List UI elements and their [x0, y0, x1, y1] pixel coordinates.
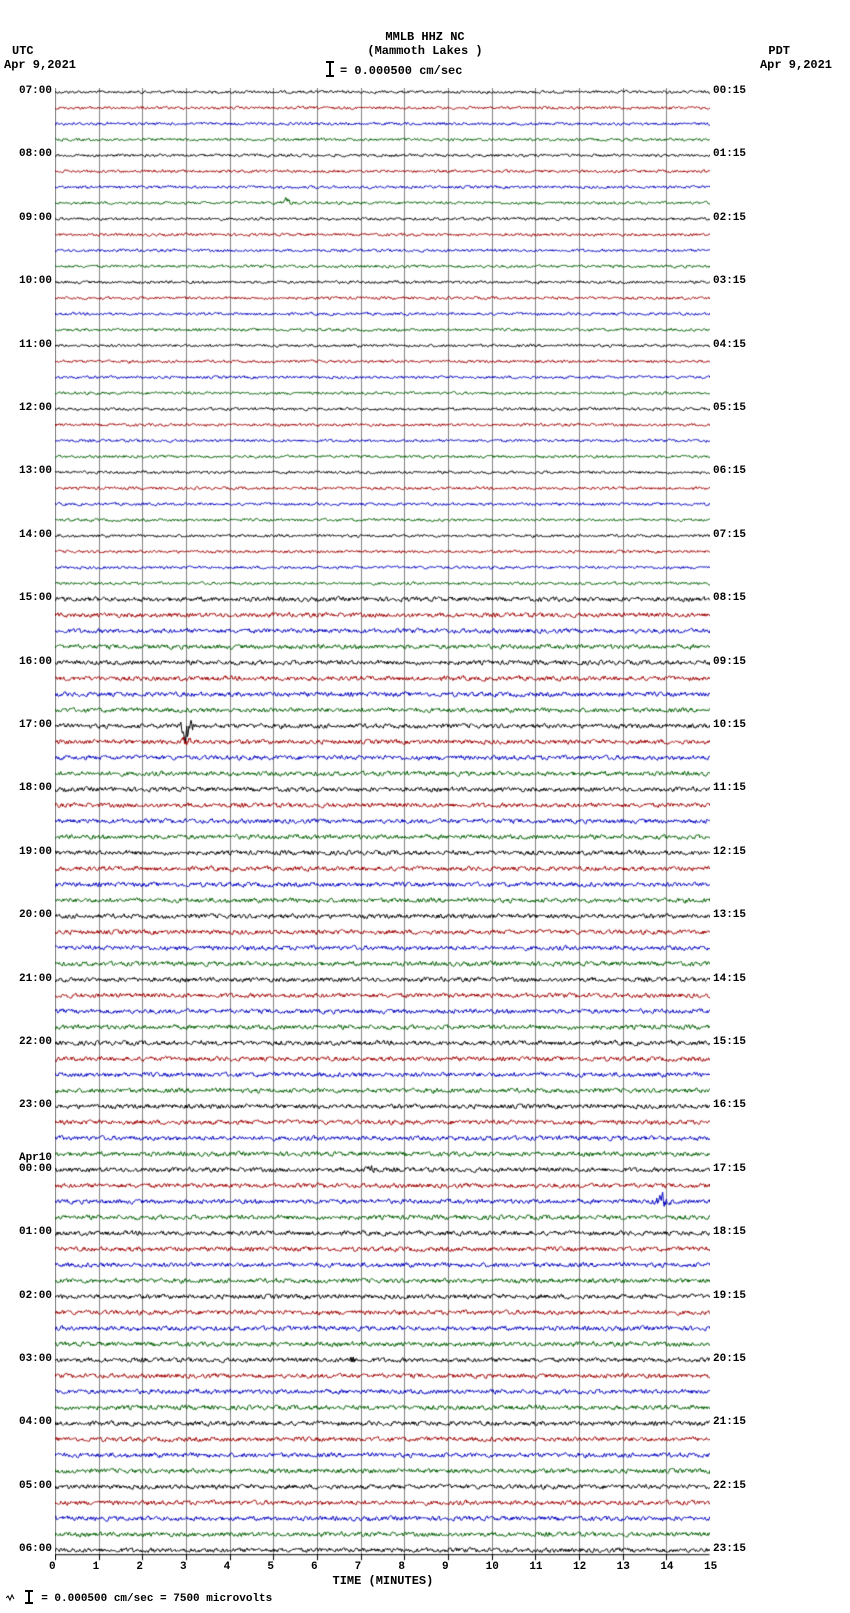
left-time-label: 08:00: [19, 148, 52, 160]
seismogram-plot: [55, 88, 710, 1580]
right-timezone: PDT: [768, 44, 790, 58]
left-time-label: 14:00: [19, 529, 52, 541]
x-tick-label: 4: [224, 1561, 231, 1573]
right-time-label: 13:15: [713, 909, 746, 921]
right-time-label: 09:15: [713, 656, 746, 668]
left-time-label: 03:00: [19, 1353, 52, 1365]
right-time-label: 21:15: [713, 1416, 746, 1428]
left-date: Apr 9,2021: [4, 58, 76, 72]
x-tick-label: 3: [180, 1561, 187, 1573]
right-time-label: 06:15: [713, 465, 746, 477]
left-time-label: 04:00: [19, 1416, 52, 1428]
right-time-label: 05:15: [713, 402, 746, 414]
x-tick-label: 14: [660, 1561, 673, 1573]
left-time-label: 13:00: [19, 465, 52, 477]
left-time-label: 10:00: [19, 275, 52, 287]
right-time-label: 19:15: [713, 1290, 746, 1302]
header-scale-text: = 0.000500 cm/sec: [340, 64, 462, 78]
left-time-label: 02:00: [19, 1290, 52, 1302]
left-time-label: 20:00: [19, 909, 52, 921]
x-tick-label: 8: [398, 1561, 405, 1573]
left-time-label: 23:00: [19, 1099, 52, 1111]
x-tick-label: 9: [442, 1561, 449, 1573]
right-time-label: 14:15: [713, 973, 746, 985]
x-tick-label: 11: [529, 1561, 542, 1573]
x-tick-label: 1: [93, 1561, 100, 1573]
x-tick-label: 2: [136, 1561, 143, 1573]
x-tick-label: 13: [617, 1561, 630, 1573]
right-time-label: 23:15: [713, 1543, 746, 1555]
right-time-label: 15:15: [713, 1036, 746, 1048]
x-tick-label: 12: [573, 1561, 586, 1573]
left-time-label: 11:00: [19, 339, 52, 351]
x-tick-label: 6: [311, 1561, 318, 1573]
right-time-label: 01:15: [713, 148, 746, 160]
seismogram-container: MMLB HHZ NC (Mammoth Lakes ) = 0.000500 …: [0, 0, 850, 1613]
right-time-label: 20:15: [713, 1353, 746, 1365]
x-tick-label: 10: [486, 1561, 499, 1573]
right-time-label: 04:15: [713, 339, 746, 351]
right-time-label: 17:15: [713, 1163, 746, 1175]
left-timezone: UTC: [12, 44, 34, 58]
x-tick-label: 7: [355, 1561, 362, 1573]
station-id: MMLB HHZ NC: [0, 30, 850, 44]
right-time-label: 18:15: [713, 1226, 746, 1238]
right-time-label: 03:15: [713, 275, 746, 287]
left-time-label: 06:00: [19, 1543, 52, 1555]
right-time-label: 08:15: [713, 592, 746, 604]
x-tick-label: 5: [267, 1561, 274, 1573]
right-time-label: 07:15: [713, 529, 746, 541]
left-time-label: 18:00: [19, 782, 52, 794]
x-axis-label: TIME (MINUTES): [333, 1574, 434, 1588]
right-time-label: 12:15: [713, 846, 746, 858]
right-date: Apr 9,2021: [760, 58, 832, 72]
left-time-label: 17:00: [19, 719, 52, 731]
right-time-label: 22:15: [713, 1480, 746, 1492]
left-time-label: 07:00: [19, 85, 52, 97]
footer-scale-text: = 0.000500 cm/sec = 7500 microvolts: [41, 1593, 272, 1605]
left-time-label: 12:00: [19, 402, 52, 414]
right-time-label: 16:15: [713, 1099, 746, 1111]
left-time-label: 16:00: [19, 656, 52, 668]
left-time-label: 01:00: [19, 1226, 52, 1238]
left-time-label: 21:00: [19, 973, 52, 985]
left-time-label: 00:00: [19, 1163, 52, 1175]
left-time-label: 15:00: [19, 592, 52, 604]
right-time-label: 00:15: [713, 85, 746, 97]
left-time-label: 19:00: [19, 846, 52, 858]
footer-scale: = 0.000500 cm/sec = 7500 microvolts: [6, 1591, 272, 1605]
left-time-label: 05:00: [19, 1480, 52, 1492]
left-time-label: 09:00: [19, 212, 52, 224]
right-time-label: 02:15: [713, 212, 746, 224]
x-tick-label: 15: [704, 1561, 717, 1573]
right-time-label: 10:15: [713, 719, 746, 731]
left-time-label: 22:00: [19, 1036, 52, 1048]
x-tick-label: 0: [49, 1561, 56, 1573]
station-name: (Mammoth Lakes ): [0, 44, 850, 58]
right-time-label: 11:15: [713, 782, 746, 794]
